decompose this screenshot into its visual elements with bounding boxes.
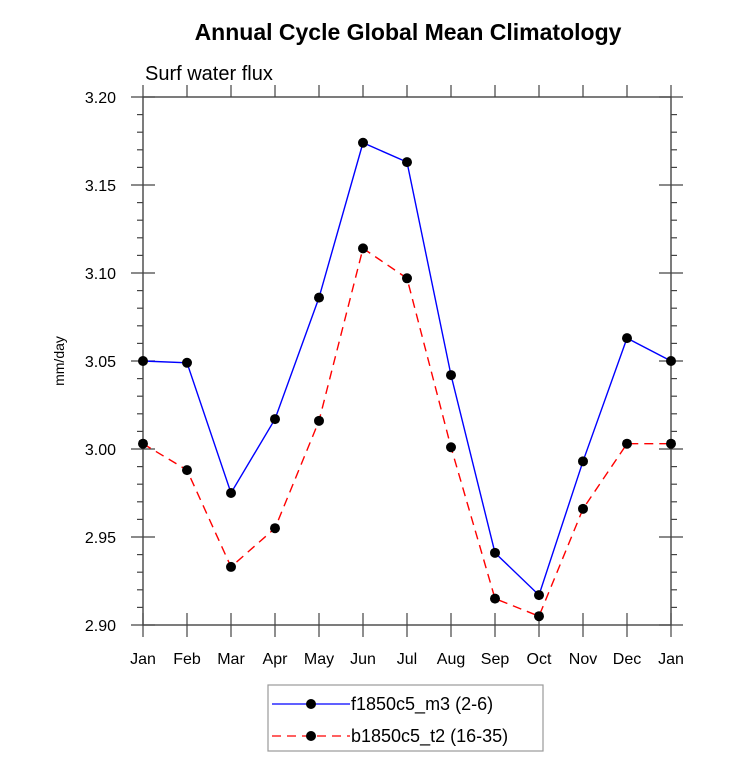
- series-line: [142, 247, 671, 618]
- data-point: [182, 357, 192, 368]
- data-point: [490, 593, 500, 604]
- x-tick-label: Jul: [397, 651, 417, 668]
- data-point: [666, 356, 676, 366]
- y-tick-label: 2.95: [85, 530, 116, 547]
- data-point: [226, 561, 236, 572]
- y-tick-label: 3.15: [85, 178, 116, 195]
- legend-item-1: f1850c5_m3 (2-6): [272, 694, 493, 715]
- chart-subtitle: Surf water flux: [145, 63, 273, 85]
- data-point: [314, 415, 324, 426]
- data-point: [666, 438, 676, 449]
- y-tick-labels: 2.90 2.95 3.00 3.05 3.10 3.15 3.20: [85, 90, 116, 635]
- data-point: [138, 438, 148, 449]
- data-point: [490, 547, 500, 558]
- legend-label-2: b1850c5_t2 (16-35): [351, 726, 508, 747]
- data-point: [578, 456, 588, 467]
- plot-frame: [142, 96, 672, 626]
- legend-marker-1: [306, 699, 316, 709]
- series-2: [138, 243, 676, 622]
- legend-item-2: b1850c5_t2 (16-35): [272, 726, 508, 747]
- x-tick-labels: Jan Feb Mar Apr May Jun Jul Aug Sep Oct Nov Dec Jan: [130, 651, 684, 668]
- x-tick-label: Jan: [658, 651, 684, 668]
- x-tick-label: Aug: [437, 651, 465, 668]
- data-point: [402, 273, 412, 284]
- x-tick-label: Oct: [527, 651, 552, 668]
- data-point: [622, 438, 632, 449]
- data-point: [578, 503, 588, 514]
- y-tick-label: 3.00: [85, 442, 116, 459]
- x-tick-label: Jun: [350, 651, 376, 668]
- x-tick-label: Dec: [613, 651, 641, 668]
- data-point: [622, 333, 632, 344]
- y-tick-label: 3.05: [85, 354, 116, 371]
- series-group: [138, 137, 676, 622]
- legend-marker-2: [306, 731, 316, 741]
- y-axis-label: mm/day: [51, 336, 67, 386]
- data-point: [358, 137, 368, 148]
- x-tick-label: Mar: [217, 651, 245, 668]
- x-tick-label: Apr: [263, 651, 289, 668]
- y-tick-label: 3.20: [85, 90, 116, 107]
- data-point: [314, 292, 324, 303]
- x-tick-label: Feb: [173, 651, 201, 668]
- data-point: [182, 465, 192, 476]
- data-point: [270, 523, 280, 534]
- data-point: [358, 243, 368, 254]
- data-point: [446, 442, 456, 453]
- x-tick-label: Jan: [130, 651, 156, 668]
- data-point: [138, 356, 148, 366]
- data-point: [402, 157, 412, 168]
- chart-title: Annual Cycle Global Mean Climatology: [195, 19, 622, 45]
- x-tick-label: Nov: [569, 651, 597, 668]
- data-point: [534, 590, 544, 601]
- data-point: [446, 370, 456, 381]
- series-line: [142, 141, 672, 597]
- legend: f1850c5_m3 (2-6) b1850c5_t2 (16-35): [267, 684, 544, 752]
- data-point: [534, 611, 544, 622]
- axes: [131, 85, 683, 637]
- y-tick-label: 3.10: [85, 266, 116, 283]
- data-point: [270, 414, 280, 425]
- x-tick-label: Sep: [481, 651, 510, 668]
- data-point: [226, 488, 236, 498]
- series-1: [138, 137, 676, 601]
- y-tick-label: 2.90: [85, 618, 116, 635]
- x-tick-label: May: [304, 651, 334, 668]
- legend-label-1: f1850c5_m3 (2-6): [351, 694, 493, 715]
